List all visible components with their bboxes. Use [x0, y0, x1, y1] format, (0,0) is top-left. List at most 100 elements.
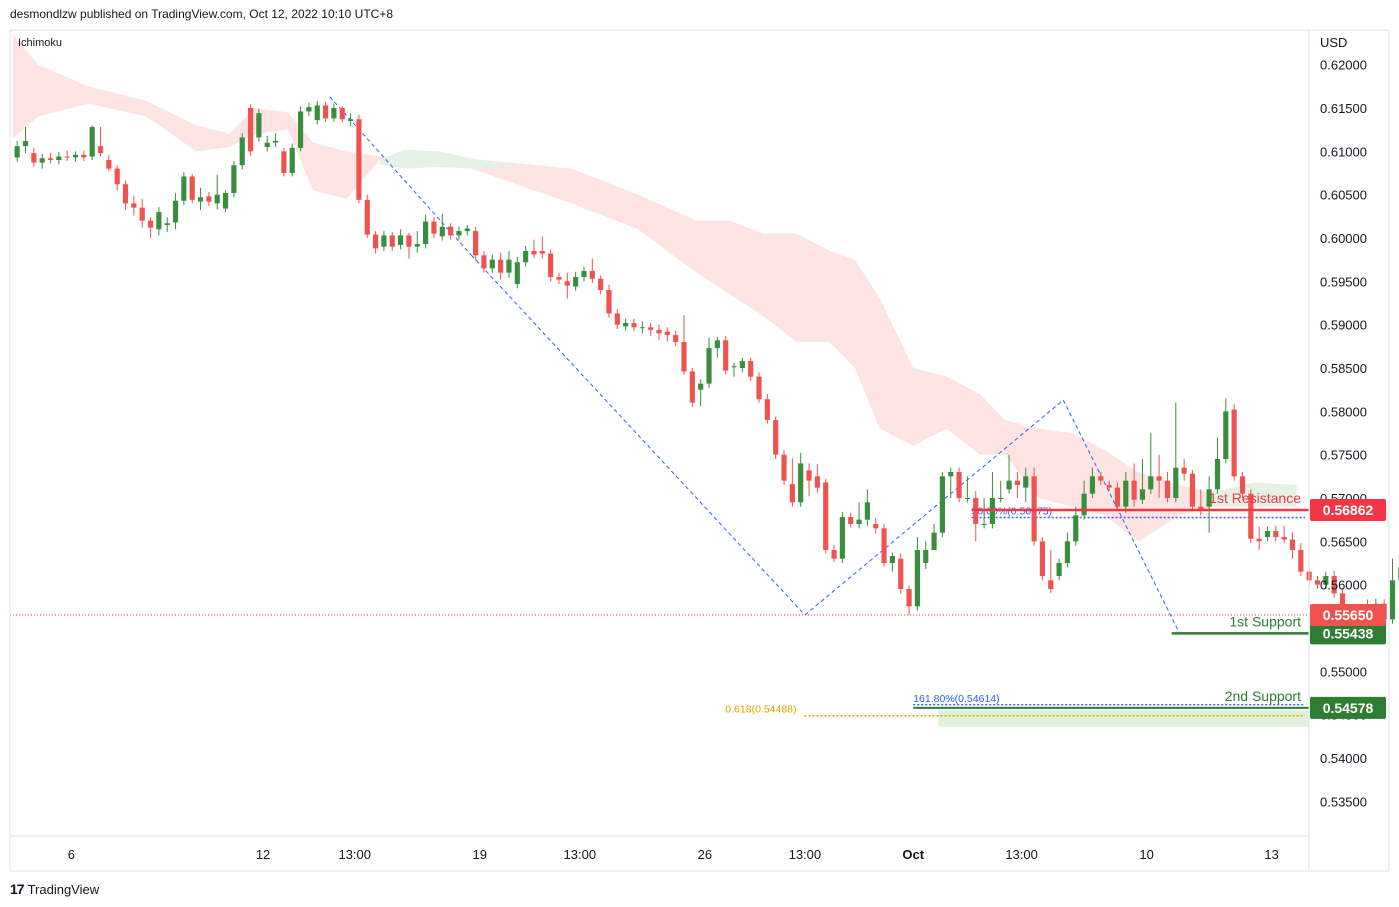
candle-body: [898, 558, 904, 589]
candle-body: [1389, 580, 1396, 620]
candle-body: [739, 361, 745, 368]
price-tick-label: 0.60000: [1320, 231, 1367, 246]
candle-body: [1064, 541, 1071, 563]
price-tag-label: 0.56862: [1323, 502, 1374, 518]
candle-body: [431, 221, 437, 234]
candle-body: [998, 498, 1004, 499]
candle-body: [923, 550, 929, 563]
candle-body: [1148, 476, 1154, 490]
candle-body: [914, 550, 920, 607]
candle-body: [1039, 541, 1046, 576]
candle-body: [573, 277, 579, 287]
price-tick-label: 0.61500: [1320, 101, 1367, 116]
candle-body: [489, 259, 495, 269]
price-tag-box: [1310, 622, 1386, 645]
candle-body: [1323, 576, 1329, 585]
candle-body: [1256, 538, 1262, 542]
candle-body: [389, 235, 395, 247]
candle-body: [197, 197, 204, 202]
candle-body: [723, 340, 729, 371]
harmonic-pattern-lines: [329, 96, 1181, 635]
time-tick-label: 13:00: [789, 847, 822, 862]
candle-body: [514, 262, 520, 284]
candle-body: [106, 160, 112, 169]
candle-body: [264, 142, 270, 147]
candle-body: [122, 184, 129, 204]
candle-body: [373, 234, 379, 249]
price-tag-box: [1310, 696, 1386, 719]
candle-body: [281, 151, 287, 173]
candle-body: [714, 340, 720, 349]
candle-body: [364, 199, 370, 235]
candle-body: [606, 290, 612, 314]
candle-body: [398, 235, 404, 245]
candle-body: [356, 119, 362, 200]
candle-body: [1056, 563, 1062, 576]
candle-body: [1223, 411, 1229, 459]
time-tick-label: 10: [1139, 847, 1153, 862]
candle-body: [1156, 476, 1162, 481]
candle-body: [1073, 515, 1079, 542]
candle-body: [464, 228, 470, 232]
candle-body: [47, 158, 54, 160]
price-tags: 0.56862 0.55438 0.54578 0.55650: [1310, 498, 1386, 719]
currency-label: USD: [1320, 35, 1347, 50]
candle-body: [189, 176, 195, 200]
candle-body: [1239, 476, 1246, 494]
candle-body: [523, 251, 529, 263]
candle-body: [639, 327, 645, 329]
candle-body: [781, 454, 787, 481]
candle-body: [748, 361, 754, 377]
price-tag-label: 0.55438: [1323, 625, 1374, 641]
candle-body: [706, 348, 712, 384]
price-tick-label: 0.54000: [1320, 751, 1367, 766]
candle-body: [414, 244, 420, 247]
candle-body: [81, 154, 87, 158]
level-name-label: 2nd Support: [1225, 688, 1301, 704]
candle-body: [664, 331, 670, 336]
candle-body: [873, 524, 879, 529]
candle-body: [656, 329, 662, 334]
candle-body: [1048, 580, 1054, 589]
price-tick-label: 0.59500: [1320, 274, 1367, 289]
candle-body: [1181, 467, 1187, 474]
candle-body: [1248, 493, 1254, 539]
candle-body: [1331, 576, 1337, 594]
time-tick-label: 13:00: [338, 847, 371, 862]
candle-body: [348, 119, 354, 121]
time-axis: 6 12 13:00 19 13:00 26 13:00 Oct 13:00 10 13: [68, 847, 1279, 862]
fib-label: 0.618(0.54488): [725, 704, 796, 716]
candle-body: [214, 194, 220, 204]
candle-body: [64, 156, 70, 158]
time-tick-label: 19: [473, 847, 487, 862]
candle-body: [623, 322, 629, 327]
footer-brand: TradingView: [27, 881, 100, 897]
price-tick-label: 0.62000: [1320, 58, 1367, 73]
candle-body: [956, 472, 962, 498]
candle-body: [698, 383, 704, 390]
candle-body: [539, 251, 545, 254]
candle-body: [548, 253, 554, 277]
candle-body: [889, 556, 895, 563]
candle-body: [648, 327, 654, 330]
price-tag-box: [1310, 604, 1386, 626]
candle-body: [1014, 480, 1021, 485]
candle-body: [556, 277, 562, 280]
candle-body: [1106, 485, 1112, 488]
time-tick-label: 13: [1264, 847, 1278, 862]
candle-body: [1081, 493, 1087, 516]
candle-body: [598, 278, 604, 290]
fib-label: 161.80%(0.54614): [913, 693, 999, 705]
candle-body: [689, 371, 695, 403]
candle-body: [164, 223, 170, 225]
candle-body: [97, 146, 104, 154]
candle-body: [31, 153, 37, 163]
candle-body: [147, 220, 154, 228]
candle-body: [614, 313, 620, 325]
footer: 17 TradingView: [10, 881, 99, 897]
candle-body: [831, 550, 837, 559]
candle-body: [1098, 476, 1104, 481]
candle-body: [764, 399, 770, 420]
candle-body: [272, 140, 279, 143]
